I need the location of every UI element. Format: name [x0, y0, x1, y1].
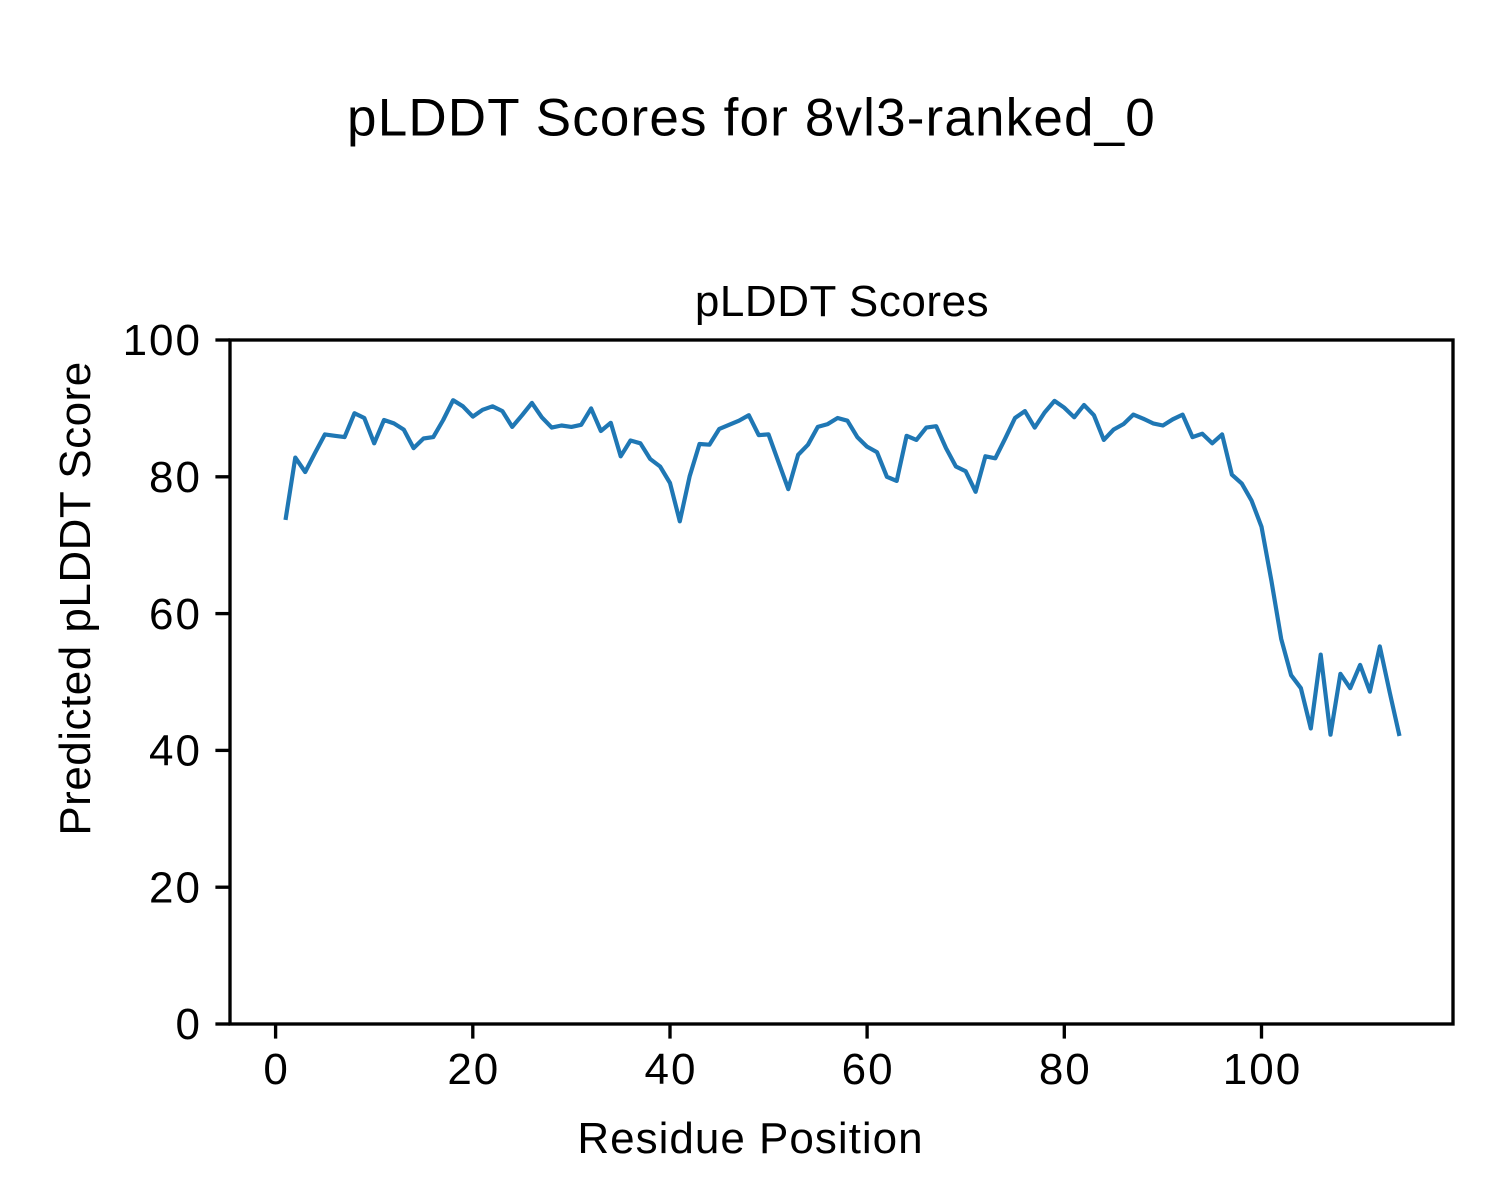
svg-text:80: 80 [149, 453, 202, 502]
svg-text:60: 60 [842, 1045, 895, 1094]
svg-text:100: 100 [1223, 1045, 1302, 1094]
svg-text:20: 20 [447, 1045, 500, 1094]
svg-text:Predicted pLDDT Score: Predicted pLDDT Score [51, 361, 100, 835]
svg-text:40: 40 [149, 727, 202, 776]
svg-text:pLDDT Scores for 8vl3-ranked_0: pLDDT Scores for 8vl3-ranked_0 [347, 89, 1156, 148]
svg-text:80: 80 [1039, 1045, 1092, 1094]
svg-text:40: 40 [645, 1045, 698, 1094]
svg-text:pLDDT Scores: pLDDT Scores [695, 277, 989, 326]
svg-text:0: 0 [176, 1000, 202, 1049]
svg-text:60: 60 [149, 590, 202, 639]
svg-text:100: 100 [123, 316, 202, 365]
svg-text:0: 0 [263, 1045, 289, 1094]
svg-text:Residue Position: Residue Position [577, 1114, 923, 1163]
svg-text:20: 20 [149, 863, 202, 912]
